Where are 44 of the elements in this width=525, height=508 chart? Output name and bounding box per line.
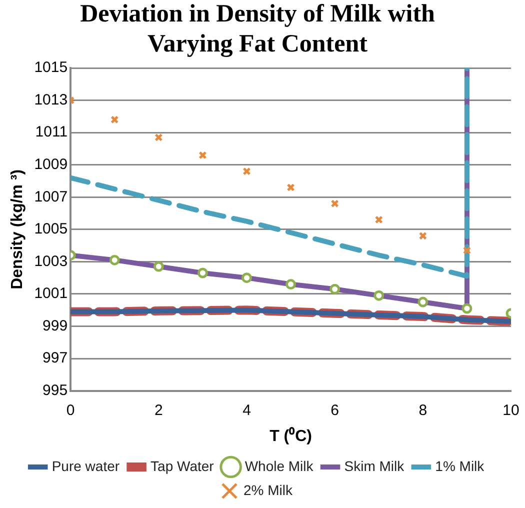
- x-tick-label: 2: [154, 402, 163, 419]
- legend-label: Pure water: [52, 458, 120, 474]
- point: [418, 232, 427, 240]
- legend-label: 1% Milk: [435, 458, 486, 474]
- y-tick-label: 1001: [34, 285, 68, 302]
- legend-label: 2% Milk: [243, 482, 294, 498]
- point: [197, 268, 208, 278]
- point: [153, 261, 164, 272]
- y-tick-label: 995: [42, 382, 68, 399]
- y-tick-label: 1005: [34, 220, 68, 238]
- point: [418, 296, 428, 308]
- legend-label: Skim Milk: [344, 458, 406, 474]
- x-tick-label: 4: [242, 402, 251, 419]
- point: [110, 116, 119, 124]
- point: [109, 254, 120, 266]
- y-tick-label: 1003: [34, 252, 68, 270]
- chart-title: Deviation in Density of Milk with Varying Fat Content: [80, 0, 436, 58]
- point: [330, 284, 340, 294]
- x-axis-title: T (⁰C): [270, 426, 312, 445]
- x-tick-label: 0: [66, 402, 75, 419]
- x-tick-label: 10: [502, 402, 520, 419]
- point: [241, 272, 252, 284]
- point: [462, 303, 472, 314]
- y-tick-label: 1013: [34, 91, 68, 108]
- point: [198, 151, 207, 160]
- point: [242, 167, 251, 176]
- point: [374, 290, 384, 301]
- x-tick-label: 6: [330, 402, 339, 419]
- y-tick-label: 1015: [34, 59, 68, 76]
- y-tick-label: 997: [42, 350, 68, 367]
- point: [286, 183, 295, 192]
- legend-label: Whole Milk: [244, 458, 314, 474]
- point: [286, 279, 296, 290]
- y-tick-label: 1011: [35, 124, 68, 141]
- point: [374, 216, 383, 224]
- y-tick-label: 999: [42, 317, 68, 334]
- legend-label: Tap Water: [150, 458, 214, 474]
- y-tick-label: 1007: [34, 188, 68, 206]
- x-tick-label: 8: [418, 402, 428, 419]
- point: [462, 246, 472, 254]
- y-axis-title: Density (kg/m ³): [9, 169, 26, 290]
- point: [330, 200, 339, 208]
- point: [154, 133, 163, 142]
- y-tick-label: 1009: [34, 156, 68, 173]
